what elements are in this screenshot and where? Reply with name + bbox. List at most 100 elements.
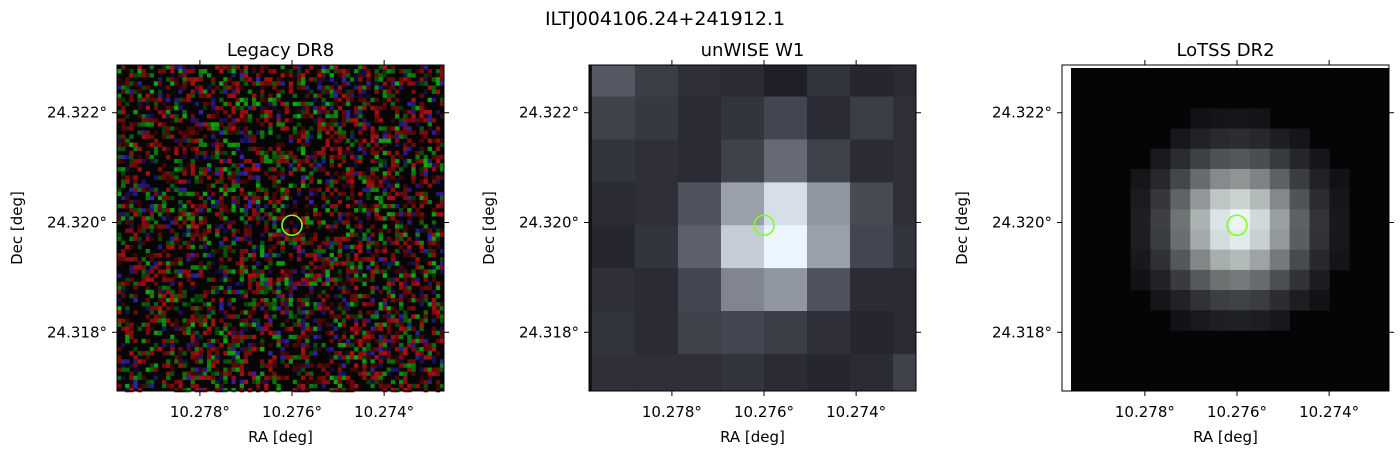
y-tick-label: 24.320° <box>992 214 1052 232</box>
image-pixel <box>194 232 200 237</box>
image-pixel <box>399 220 404 225</box>
image-pixel <box>137 105 142 111</box>
image-pixel <box>223 253 228 258</box>
image-pixel <box>292 93 298 98</box>
image-pixel <box>215 199 220 205</box>
image-pixel <box>223 367 228 372</box>
image-pixel <box>300 232 306 237</box>
image-pixel <box>1210 128 1231 150</box>
image-pixel <box>170 81 175 86</box>
image-pixel <box>431 220 437 225</box>
image-pixel <box>170 69 175 74</box>
image-pixel <box>423 224 428 229</box>
image-pixel <box>206 122 212 127</box>
image-pixel <box>129 187 134 193</box>
image-pixel <box>157 293 163 299</box>
image-pixel <box>321 150 326 156</box>
image-pixel <box>325 138 330 143</box>
image-pixel <box>439 73 445 78</box>
image-pixel <box>161 314 167 319</box>
image-pixel <box>337 261 343 266</box>
image-pixel <box>243 224 249 229</box>
image-pixel <box>243 97 249 103</box>
image-pixel <box>137 228 142 233</box>
image-pixel <box>288 195 294 201</box>
image-pixel <box>317 347 322 352</box>
image-pixel <box>129 216 134 221</box>
image-pixel <box>292 363 298 368</box>
image-pixel <box>264 105 269 111</box>
image-pixel <box>149 228 155 233</box>
image-pixel <box>362 302 367 307</box>
image-pixel <box>345 212 351 217</box>
image-pixel <box>211 183 216 188</box>
image-pixel <box>227 122 232 127</box>
image-pixel <box>337 212 343 217</box>
image-pixel <box>247 191 253 197</box>
image-pixel <box>305 224 310 229</box>
image-pixel <box>239 383 245 389</box>
image-pixel <box>423 297 428 303</box>
image-pixel <box>411 306 416 311</box>
image-pixel <box>321 167 326 172</box>
image-pixel <box>251 81 257 86</box>
image-pixel <box>349 248 355 254</box>
image-pixel <box>362 257 367 262</box>
image-pixel <box>407 199 412 205</box>
image-pixel <box>243 191 249 197</box>
image-pixel <box>374 118 379 123</box>
image-pixel <box>206 367 212 372</box>
image-pixel <box>431 326 437 331</box>
image-pixel <box>382 244 388 250</box>
image-pixel <box>284 203 289 209</box>
image-pixel <box>893 311 917 355</box>
image-pixel <box>362 138 367 143</box>
image-pixel <box>166 306 171 311</box>
image-pixel <box>439 138 445 143</box>
image-pixel <box>374 114 379 119</box>
image-pixel <box>427 342 433 348</box>
image-pixel <box>354 363 359 368</box>
image-pixel <box>329 277 334 282</box>
image-pixel <box>219 167 224 172</box>
image-pixel <box>419 240 424 246</box>
image-pixel <box>362 375 367 381</box>
image-pixel <box>149 134 155 139</box>
image-pixel <box>276 97 281 103</box>
image-pixel <box>174 146 179 152</box>
image-pixel <box>382 89 388 94</box>
image-pixel <box>284 150 289 156</box>
image-pixel <box>394 277 400 282</box>
image-pixel <box>174 167 179 172</box>
image-pixel <box>321 261 326 266</box>
image-pixel <box>399 77 404 82</box>
image-pixel <box>419 191 424 197</box>
image-pixel <box>133 236 138 242</box>
image-pixel <box>280 322 285 327</box>
image-pixel <box>321 97 326 103</box>
image-pixel <box>223 81 228 86</box>
image-pixel <box>190 203 195 209</box>
image-pixel <box>145 171 150 176</box>
image-pixel <box>309 277 314 282</box>
image-pixel <box>317 277 322 282</box>
image-pixel <box>386 93 392 98</box>
image-pixel <box>215 367 220 372</box>
image-pixel <box>194 191 200 197</box>
image-pixel <box>296 281 302 287</box>
image-pixel <box>333 240 339 246</box>
image-pixel <box>439 69 445 74</box>
image-pixel <box>202 293 208 299</box>
image-pixel <box>239 85 245 90</box>
image-pixel <box>423 318 428 323</box>
image-pixel <box>129 175 134 180</box>
image-pixel <box>358 310 363 315</box>
image-pixel <box>137 73 142 78</box>
image-pixel <box>427 228 433 233</box>
image-pixel <box>129 208 134 213</box>
image-pixel <box>296 163 302 168</box>
image-pixel <box>137 85 142 90</box>
image-pixel <box>137 244 142 250</box>
image-pixel <box>227 142 232 148</box>
image-pixel <box>161 163 167 168</box>
